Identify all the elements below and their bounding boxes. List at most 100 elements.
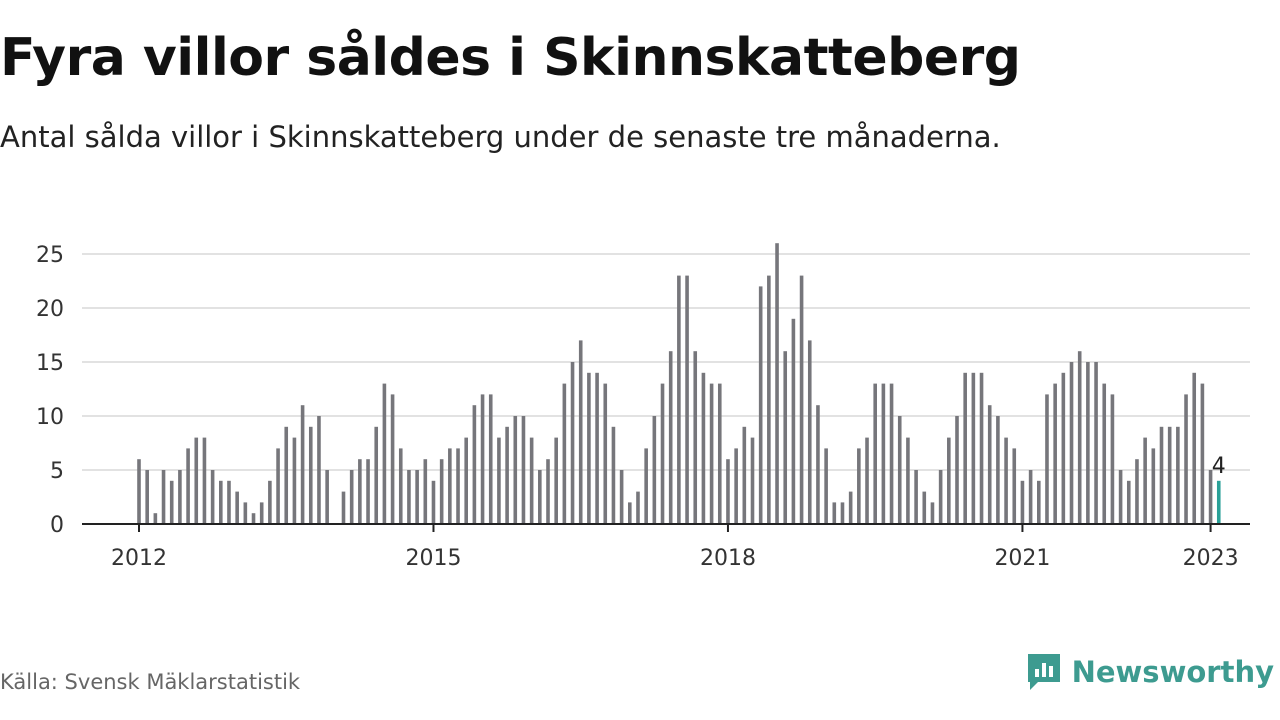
- bar: [1192, 372, 1197, 524]
- bar: [881, 383, 886, 524]
- bar: [636, 491, 640, 524]
- grid-lines: [82, 253, 1250, 471]
- bar: [464, 437, 468, 524]
- bar: [178, 470, 182, 524]
- bar: [652, 416, 657, 524]
- bar: [210, 470, 215, 524]
- highlight-value-label: 4: [1212, 454, 1226, 479]
- bar: [1176, 426, 1180, 524]
- bar: [1135, 459, 1139, 524]
- bar: [480, 394, 485, 524]
- bar: [1167, 426, 1172, 524]
- bar: [897, 416, 902, 524]
- bar: [1028, 470, 1033, 524]
- bar: [709, 383, 714, 524]
- bar: [1126, 480, 1131, 524]
- bar: [219, 480, 223, 524]
- bar: [546, 459, 550, 524]
- bar: [767, 275, 771, 524]
- bar: [963, 372, 967, 524]
- chart-subtitle: Antal sålda villor i Skinnskatteberg und…: [0, 120, 1001, 154]
- x-axis: 2012 2015 2018 2021 2023: [111, 524, 1239, 571]
- bar: [603, 383, 608, 524]
- bar: [1143, 437, 1147, 524]
- bar: [529, 437, 534, 524]
- bar: [268, 480, 272, 524]
- bar: [848, 491, 853, 524]
- bar: [153, 513, 158, 524]
- x-tick-label-2023: 2023: [1183, 546, 1239, 571]
- y-tick-label-20: 20: [36, 297, 64, 322]
- y-axis: 0 5 10 15 20 25: [36, 243, 64, 538]
- bar: [987, 405, 992, 524]
- bar: [889, 383, 894, 524]
- bar: [1159, 426, 1164, 524]
- bar: [578, 340, 583, 524]
- bar: [701, 372, 706, 524]
- bar: [407, 470, 411, 524]
- bar: [1037, 480, 1041, 524]
- bar: [308, 426, 313, 524]
- bar: [619, 470, 624, 524]
- bar: [791, 318, 796, 524]
- bar: [292, 437, 297, 524]
- bar: [758, 286, 763, 524]
- bar: [677, 275, 681, 524]
- bar: [390, 394, 395, 524]
- bar: [1208, 470, 1213, 524]
- bar: [914, 470, 918, 524]
- bar: [832, 502, 837, 524]
- bar: [1061, 372, 1066, 524]
- bar: [726, 459, 730, 524]
- bar: [783, 351, 788, 524]
- bar: [668, 351, 673, 524]
- bar: [996, 416, 1000, 524]
- bar: [554, 437, 558, 524]
- bar: [717, 383, 722, 524]
- bar: [685, 275, 689, 524]
- bar: [1200, 383, 1205, 524]
- bar: [235, 491, 239, 524]
- bar: [300, 405, 305, 524]
- bar: [358, 459, 362, 524]
- bar: [1077, 351, 1082, 524]
- bar: [1151, 448, 1156, 524]
- bar: [1102, 383, 1107, 524]
- bar: [807, 340, 812, 524]
- bar: [488, 394, 493, 524]
- bar: [145, 470, 149, 524]
- bar: [251, 513, 256, 524]
- brand[interactable]: Newsworthy: [1026, 652, 1274, 692]
- bar: [750, 437, 755, 524]
- bar: [734, 448, 738, 524]
- bar: [456, 448, 460, 524]
- source-note: Källa: Svensk Mäklarstatistik: [0, 670, 301, 694]
- y-tick-label-15: 15: [36, 351, 64, 376]
- bar: [349, 470, 354, 524]
- bar: [137, 459, 141, 524]
- y-tick-label-10: 10: [36, 405, 64, 430]
- bar: [906, 437, 910, 524]
- bar: [317, 416, 321, 524]
- bar: [742, 426, 747, 524]
- bar: [1012, 448, 1017, 524]
- bar: [938, 470, 943, 524]
- bar: [873, 383, 877, 524]
- bar: [1110, 394, 1115, 524]
- bar: [382, 383, 387, 524]
- bar: [1094, 362, 1098, 524]
- bar: [979, 372, 984, 524]
- bar: [947, 437, 951, 524]
- bar-highlight: [1216, 480, 1221, 524]
- bar: [194, 437, 199, 524]
- bar: [865, 437, 869, 524]
- bar: [595, 372, 599, 524]
- bar: [415, 470, 419, 524]
- bar: [398, 448, 403, 524]
- bar: [955, 416, 959, 524]
- bar: [799, 275, 804, 524]
- bar: [227, 480, 231, 524]
- bar: [775, 243, 779, 524]
- bar: [971, 372, 976, 524]
- bar: [570, 362, 575, 524]
